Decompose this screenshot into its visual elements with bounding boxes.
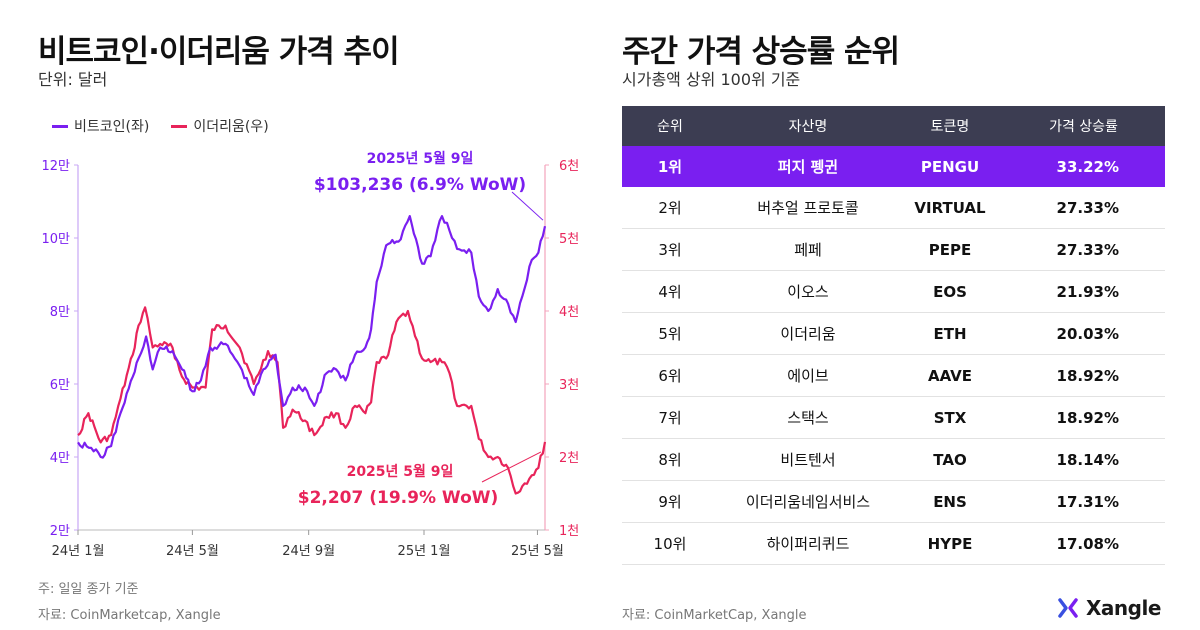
legend-label-btc: 비트코인(좌) bbox=[74, 119, 150, 135]
legend-swatch-eth bbox=[171, 124, 188, 128]
cell-name: 이더리움 bbox=[718, 312, 898, 355]
y-right-tick-label: 4천 bbox=[559, 305, 579, 320]
cell-rate: 17.31% bbox=[1002, 480, 1165, 523]
eth-series-line bbox=[77, 306, 547, 495]
cell-name: 페페 bbox=[718, 228, 898, 271]
chart-legend: 비트코인(좌) 이더리움(우) bbox=[52, 116, 269, 136]
cell-rate: 18.92% bbox=[1002, 396, 1165, 439]
table-row: 3위 페페 PEPE 27.33% bbox=[622, 228, 1165, 271]
y-left-tick-label: 4만 bbox=[50, 451, 70, 466]
cell-token: AAVE bbox=[898, 354, 1002, 397]
table-row: 7위 스택스 STX 18.92% bbox=[622, 396, 1165, 439]
cell-rate: 27.33% bbox=[1002, 228, 1165, 271]
x-tick-label: 24년 5월 bbox=[166, 544, 219, 559]
table-header-row: 순위 자산명 토큰명 가격 상승률 bbox=[622, 106, 1165, 146]
table-row: 2위 버추얼 프로토콜 VIRTUAL 27.33% bbox=[622, 187, 1165, 229]
y-right-tick-label: 5천 bbox=[559, 232, 579, 247]
cell-rank: 9위 bbox=[622, 480, 718, 523]
cell-rank: 3위 bbox=[622, 228, 718, 271]
table-subtitle: 시가총액 상위 100위 기준 bbox=[622, 70, 801, 89]
cell-name: 비트텐서 bbox=[718, 438, 898, 481]
cell-rank: 2위 bbox=[622, 187, 718, 229]
y-right-tick-label: 6천 bbox=[559, 159, 579, 174]
cell-rate: 33.22% bbox=[1002, 146, 1165, 187]
chart-title: 비트코인·이더리움 가격 추이 bbox=[38, 34, 400, 70]
header-rank: 순위 bbox=[622, 106, 718, 146]
cell-rank: 8위 bbox=[622, 438, 718, 481]
cell-rank: 4위 bbox=[622, 270, 718, 313]
cell-name: 퍼지 펭귄 bbox=[718, 146, 898, 187]
y-right-tick-label: 1천 bbox=[559, 524, 579, 539]
table-row: 10위 하이퍼리퀴드 HYPE 17.08% bbox=[622, 522, 1165, 565]
chart-source: 자료: CoinMarketcap, Xangle bbox=[38, 608, 221, 623]
brand-name: Xangle bbox=[1086, 596, 1161, 620]
legend-label-eth: 이더리움(우) bbox=[193, 119, 269, 135]
cell-rank: 5위 bbox=[622, 312, 718, 355]
table-title: 주간 가격 상승률 순위 bbox=[622, 34, 900, 70]
cell-name: 버추얼 프로토콜 bbox=[718, 187, 898, 229]
x-tick-label: 24년 9월 bbox=[282, 544, 335, 559]
ranking-table: 순위 자산명 토큰명 가격 상승률 1위 퍼지 펭귄 PENGU 33.22% … bbox=[622, 106, 1165, 565]
cell-rate: 17.08% bbox=[1002, 522, 1165, 565]
cell-rate: 18.14% bbox=[1002, 438, 1165, 481]
btc-annotation-date: 2025년 5월 9일 bbox=[367, 150, 474, 167]
chart-unit: 단위: 달러 bbox=[38, 70, 108, 89]
price-chart: 2만 4만 6만 8만 10만 12만 1천 2천 3천 4천 5천 6천 24년 1월 24년 5월 24… bbox=[41, 150, 579, 559]
cell-token: STX bbox=[898, 396, 1002, 439]
y-left-tick-label: 10만 bbox=[41, 232, 70, 247]
x-tick-label: 24년 1월 bbox=[52, 544, 105, 559]
x-tick-label: 25년 5월 bbox=[511, 544, 564, 559]
y-right-tick-label: 2천 bbox=[559, 451, 579, 466]
cell-name: 이더리움네임서비스 bbox=[718, 480, 898, 523]
cell-name: 스택스 bbox=[718, 396, 898, 439]
y-left-tick-label: 2만 bbox=[50, 524, 70, 539]
chart-note: 주: 일일 종가 기준 bbox=[38, 582, 139, 597]
y-left-tick-label: 12만 bbox=[41, 159, 70, 174]
header-rate: 가격 상승률 bbox=[1002, 106, 1165, 146]
cell-token: ENS bbox=[898, 480, 1002, 523]
cell-rate: 18.92% bbox=[1002, 354, 1165, 397]
eth-annotation-value: $2,207 (19.9% WoW) bbox=[298, 488, 499, 508]
cell-name: 에이브 bbox=[718, 354, 898, 397]
cell-token: VIRTUAL bbox=[898, 187, 1002, 229]
legend-item-btc: 비트코인(좌) bbox=[52, 116, 149, 136]
table-row: 1위 퍼지 펭귄 PENGU 33.22% bbox=[622, 146, 1165, 187]
table-source: 자료: CoinMarketCap, Xangle bbox=[622, 608, 807, 623]
cell-name: 하이퍼리퀴드 bbox=[718, 522, 898, 565]
table-row: 4위 이오스 EOS 21.93% bbox=[622, 270, 1165, 313]
eth-annotation-leader bbox=[481, 451, 542, 483]
cell-rank: 1위 bbox=[622, 146, 718, 187]
cell-rate: 20.03% bbox=[1002, 312, 1165, 355]
header-token: 토큰명 bbox=[898, 106, 1002, 146]
cell-token: HYPE bbox=[898, 522, 1002, 565]
cell-token: ETH bbox=[898, 312, 1002, 355]
table-row: 9위 이더리움네임서비스 ENS 17.31% bbox=[622, 480, 1165, 523]
cell-rate: 27.33% bbox=[1002, 187, 1165, 229]
cell-rank: 6위 bbox=[622, 354, 718, 397]
legend-swatch-btc bbox=[52, 124, 68, 128]
cell-token: PENGU bbox=[898, 146, 1002, 187]
table-row: 8위 비트텐서 TAO 18.14% bbox=[622, 438, 1165, 481]
header-asset-name: 자산명 bbox=[718, 106, 898, 146]
legend-item-eth: 이더리움(우) bbox=[171, 116, 269, 136]
cell-token: PEPE bbox=[898, 228, 1002, 271]
x-tick-label: 25년 1월 bbox=[398, 544, 451, 559]
table-row: 6위 에이브 AAVE 18.92% bbox=[622, 354, 1165, 397]
table-row: 5위 이더리움 ETH 20.03% bbox=[622, 312, 1165, 355]
brand-logo: Xangle bbox=[1056, 596, 1161, 620]
btc-annotation-leader bbox=[511, 191, 544, 221]
cell-token: TAO bbox=[898, 438, 1002, 481]
cell-token: EOS bbox=[898, 270, 1002, 313]
cell-rank: 7위 bbox=[622, 396, 718, 439]
cell-rank: 10위 bbox=[622, 522, 718, 565]
y-left-tick-label: 8만 bbox=[50, 305, 70, 320]
y-right-tick-label: 3천 bbox=[559, 378, 579, 393]
cell-name: 이오스 bbox=[718, 270, 898, 313]
cell-rate: 21.93% bbox=[1002, 270, 1165, 313]
y-left-tick-label: 6만 bbox=[50, 378, 70, 393]
btc-annotation-value: $103,236 (6.9% WoW) bbox=[314, 175, 526, 195]
xangle-logo-icon bbox=[1058, 598, 1078, 618]
eth-annotation-date: 2025년 5월 9일 bbox=[347, 463, 454, 480]
btc-series-line bbox=[77, 215, 547, 459]
